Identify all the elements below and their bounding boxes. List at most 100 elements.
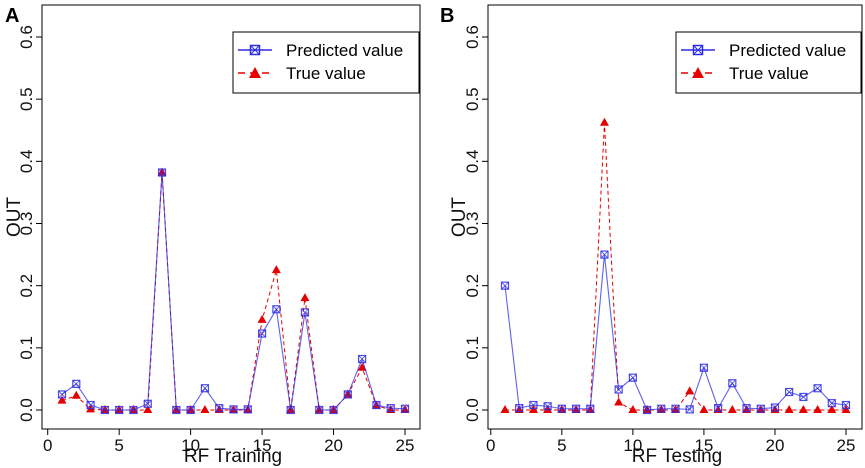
panel-a-predicted-point <box>129 405 138 415</box>
panel-b-predicted-point <box>642 405 652 415</box>
panel-b-y-label: OUT <box>449 197 470 238</box>
panel-a-predicted-point <box>343 390 352 399</box>
x-tick-label: 5 <box>557 436 566 455</box>
panel-b-true-point <box>514 405 524 413</box>
x-tick-label: 10 <box>623 436 642 455</box>
panel-a-predicted-point <box>386 404 395 413</box>
panel-a-predicted-point <box>157 168 167 177</box>
panel-b-true-point <box>500 405 510 413</box>
panel-a-predicted-point <box>100 405 109 415</box>
panel-a-legend-true-label: True value <box>286 64 366 83</box>
panel-a-legend-predicted-marker <box>249 44 261 56</box>
x-tick-label: 0 <box>486 436 495 455</box>
panel-a-predicted-point <box>257 329 267 338</box>
panel-b-legend-true-marker <box>692 67 704 78</box>
panel-b-predicted-point <box>543 402 552 411</box>
panel-a-predicted-point <box>329 405 338 415</box>
panel-a-y-axis: 0.0 0.1 0.2 0.3 0.4 0.5 0.6 <box>17 25 42 422</box>
x-tick-label: 25 <box>396 436 415 455</box>
panel-a-predicted-point <box>315 405 324 415</box>
panel-b-true-point <box>798 405 808 413</box>
panel-a-predicted-point <box>186 405 195 415</box>
panel-b-predicted-point <box>614 385 623 394</box>
panel-b-predicted-point <box>685 405 694 414</box>
panel-a-true-point <box>128 405 138 413</box>
panel-b-legend-predicted-marker <box>692 44 704 56</box>
panel-b-predicted-point <box>813 384 822 393</box>
panel-a-true-point <box>329 405 339 413</box>
panel-a-x-axis: 0 5 10 15 20 25 <box>43 429 414 455</box>
y-tick-label: 0.2 <box>17 274 36 298</box>
panel-a-predicted-point <box>272 305 281 314</box>
panel-b-true-point <box>543 405 553 413</box>
y-tick-label: 0.6 <box>463 25 482 49</box>
panel-b-predicted-point <box>657 404 666 413</box>
panel-b-true-point <box>784 405 794 413</box>
panel-a-predicted-point <box>286 405 295 415</box>
panel-b-predicted-point <box>841 400 851 410</box>
panel-a-true-point <box>57 395 67 404</box>
panel-a-series <box>57 167 410 415</box>
panel-b-predicted-point <box>500 281 510 290</box>
panel-b-predicted-point <box>742 404 751 413</box>
panel-a: A 0.0 0.1 0.2 0.3 0.4 0.5 0.6 0 5 10 15 20 25 OUT R… <box>4 4 421 467</box>
panel-b-true-point <box>742 405 752 413</box>
panel-b-predicted-point <box>515 404 524 413</box>
panel-b-predicted-point <box>827 399 836 408</box>
panel-b-predicted-point <box>728 379 737 388</box>
panel-a-true-point <box>157 167 167 176</box>
y-tick-label: 0.1 <box>17 336 36 360</box>
y-tick-label: 0.0 <box>17 398 36 422</box>
y-tick-label: 0.3 <box>463 212 482 236</box>
panel-a-predicted-point <box>229 405 238 414</box>
panel-a-predicted-point <box>400 404 410 413</box>
x-tick-label: 5 <box>114 436 123 455</box>
panel-b-series-true-line <box>505 122 846 411</box>
panel-a-true-point <box>143 405 153 413</box>
panel-b-legend-box <box>675 31 862 94</box>
panel-b-predicted-point <box>785 387 794 397</box>
y-tick-label: 0.3 <box>17 212 36 236</box>
panel-b-predicted-point <box>586 404 595 413</box>
panel-b-predicted-point <box>600 250 609 259</box>
panel-b-x-label: RF Testing <box>632 446 722 467</box>
panel-b-true-point <box>685 386 695 395</box>
panel-b-predicted-point <box>799 392 808 402</box>
panel-b-predicted-point <box>714 404 723 413</box>
panel-a-true-point <box>357 362 367 371</box>
panel-a-plot-frame <box>41 4 421 430</box>
panel-a-predicted-point <box>57 390 67 399</box>
panel-a-true-point <box>114 405 124 413</box>
panel-a-predicted-point <box>243 405 252 414</box>
panel-a-legend: Predicted value True value <box>232 31 420 94</box>
x-tick-label: 20 <box>324 436 343 455</box>
panel-a-true-point <box>200 405 210 413</box>
panel-b-series-predicted-line <box>504 254 847 411</box>
panel-b-label: B <box>440 5 454 27</box>
panel-a-x-label: RF Training <box>184 446 282 467</box>
x-tick-label: 15 <box>253 436 272 455</box>
panel-a-predicted-point <box>86 400 95 410</box>
panel-b-predicted-point <box>756 404 765 413</box>
panel-a-predicted-point <box>172 405 181 415</box>
panel-b-true-point <box>727 405 737 413</box>
panel-b-legend: Predicted value True value <box>675 31 862 94</box>
panel-b-true-point <box>699 405 709 413</box>
panel-a-true-point <box>300 293 310 302</box>
x-tick-label: 10 <box>181 436 200 455</box>
x-tick-label: 25 <box>837 436 856 455</box>
panel-b-legend-predicted-label: Predicted value <box>729 41 846 60</box>
panel-a-y-label: OUT <box>4 197 25 238</box>
panel-a-legend-predicted-label: Predicted value <box>286 41 403 60</box>
panel-b-true-point <box>827 405 837 413</box>
panel-b-predicted-point <box>529 400 538 410</box>
panel-b-true-point <box>614 397 624 406</box>
panel-b-plot-frame <box>487 4 863 430</box>
panel-b-true-point <box>599 117 609 126</box>
panel-b-predicted-point <box>557 404 566 413</box>
y-tick-label: 0.4 <box>17 150 36 174</box>
panel-a-legend-true-marker <box>249 67 261 78</box>
panel-b-predicted-point <box>699 363 709 372</box>
y-tick-label: 0.6 <box>17 25 36 49</box>
